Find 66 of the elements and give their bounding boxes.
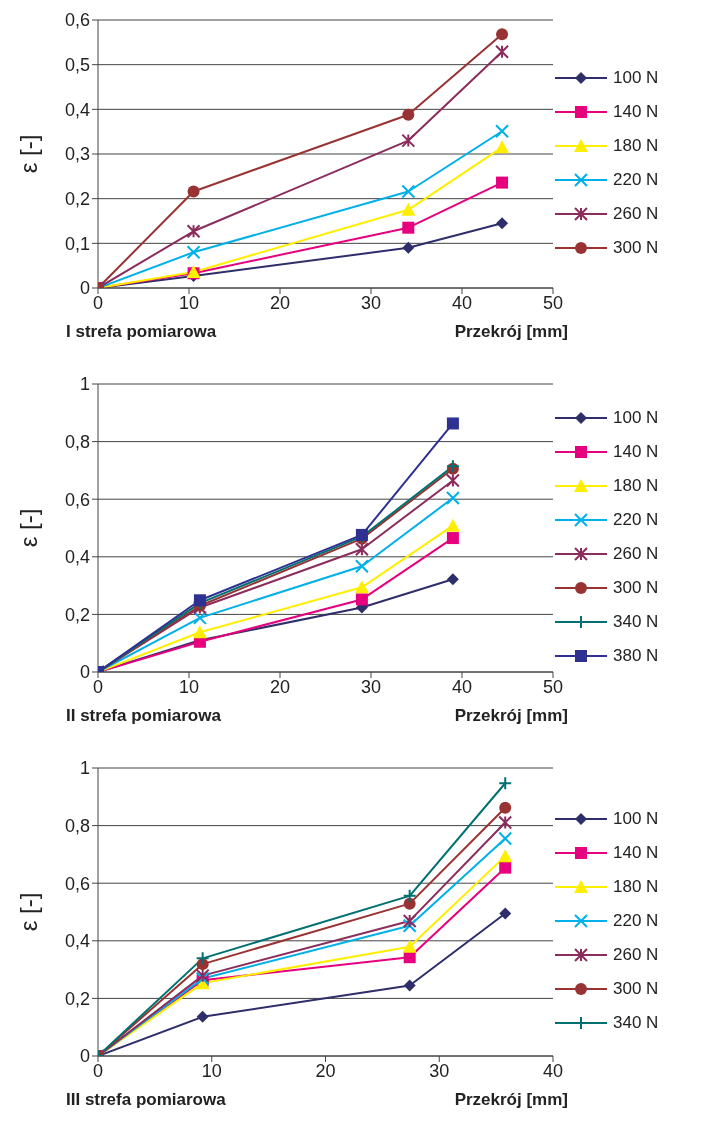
x-tick-label: 10 <box>178 292 200 313</box>
y-axis-title: ε [-] <box>14 508 42 548</box>
y-tick-label: 0 <box>79 1046 90 1067</box>
legend-label: 260 N <box>613 945 659 965</box>
y-tick-label: 0 <box>79 662 90 683</box>
y-tick-label: 1 <box>79 758 90 779</box>
y-tick-label: 0,8 <box>64 431 90 452</box>
legend-label: 100 N <box>613 809 659 829</box>
x-tick-label: 20 <box>315 1060 336 1081</box>
x-axis-title: Przekrój [mm] <box>454 322 568 342</box>
text: III strefa pomiarowa <box>66 1090 226 1110</box>
x-axis-title: Przekrój [mm] <box>454 706 568 726</box>
y-tick-label: 0,4 <box>64 547 90 568</box>
y-tick-label: 0,8 <box>64 815 90 836</box>
legend-label: 340 N <box>613 1013 659 1033</box>
y-tick-label: 0,6 <box>64 873 90 894</box>
legend-label: 140 N <box>613 442 659 462</box>
x-tick-label: 50 <box>542 292 564 313</box>
x-tick-label: 0 <box>92 1060 104 1081</box>
x-tick-label: 10 <box>178 676 200 697</box>
y-axis-title: ε [-] <box>14 892 42 932</box>
y-tick-label: 1 <box>79 374 90 395</box>
legend-label: 340 N <box>613 612 659 632</box>
y-tick-label: 0,6 <box>64 489 90 510</box>
y-tick-label: 0,2 <box>64 988 90 1009</box>
x-tick-label: 30 <box>360 676 382 697</box>
x-tick-label: 30 <box>360 292 382 313</box>
text: II strefa pomiarowa <box>66 706 221 726</box>
y-tick-label: 0,2 <box>64 189 90 210</box>
legend-label: 260 N <box>613 204 659 224</box>
x-axis-title: Przekrój [mm] <box>454 1090 568 1110</box>
x-tick-label: 0 <box>92 676 104 697</box>
legend-label: 380 N <box>613 646 659 666</box>
legend-label: 260 N <box>613 544 659 564</box>
legend-label: 140 N <box>613 843 659 863</box>
legend-label: 180 N <box>613 877 659 897</box>
y-axis-title: ε [-] <box>14 134 42 174</box>
x-tick-label: 40 <box>451 676 473 697</box>
x-tick-label: 20 <box>269 292 291 313</box>
legend-label: 220 N <box>613 911 659 931</box>
legend-label: 220 N <box>613 170 659 190</box>
legend-label: 300 N <box>613 578 659 598</box>
x-tick-label: 0 <box>92 292 104 313</box>
legend-label: 100 N <box>613 68 659 88</box>
x-tick-label: 10 <box>201 1060 222 1081</box>
legend-label: 300 N <box>613 238 659 258</box>
legend-label: 300 N <box>613 979 659 999</box>
x-tick-label: 40 <box>451 292 473 313</box>
y-tick-label: 0,3 <box>64 144 90 165</box>
x-tick-label: 30 <box>429 1060 450 1081</box>
x-tick-label: 40 <box>542 1060 564 1081</box>
y-tick-label: 0,4 <box>64 99 90 120</box>
y-tick-label: 0,1 <box>64 233 90 254</box>
y-tick-label: 0,4 <box>64 931 90 952</box>
y-tick-label: 0 <box>79 278 90 299</box>
legend-label: 220 N <box>613 510 659 530</box>
y-tick-label: 0,5 <box>64 55 90 76</box>
legend-label: 180 N <box>613 136 659 156</box>
y-tick-label: 0,2 <box>64 604 90 625</box>
legend-label: 180 N <box>613 476 659 496</box>
x-tick-label: 20 <box>269 676 291 697</box>
y-tick-label: 0,6 <box>64 10 90 31</box>
x-tick-label: 50 <box>542 676 564 697</box>
text: I strefa pomiarowa <box>66 322 217 342</box>
legend-label: 100 N <box>613 408 659 428</box>
legend-label: 140 N <box>613 102 659 122</box>
